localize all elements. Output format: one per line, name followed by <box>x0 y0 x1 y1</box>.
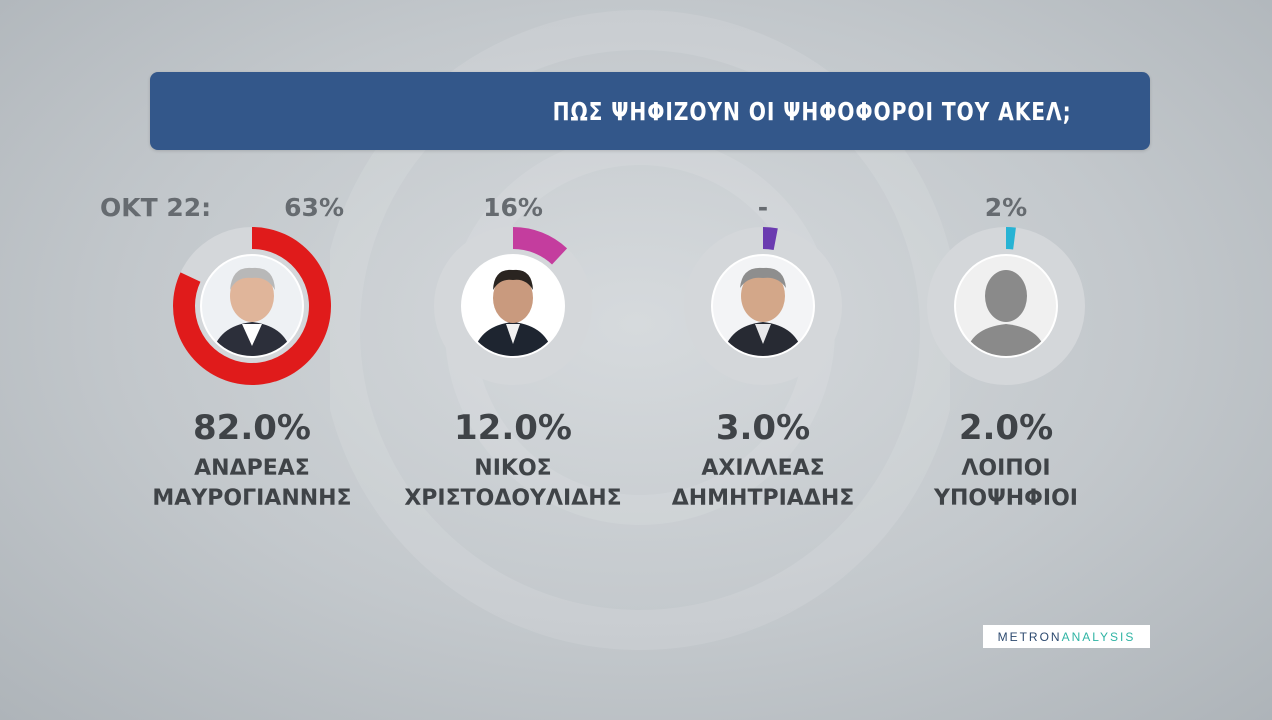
donut-2 <box>684 227 842 385</box>
ring-arc <box>513 227 568 265</box>
ring-arc <box>763 227 778 251</box>
donut-1 <box>434 227 592 385</box>
candidate-last-name: ΜΑΥΡΟΓΙΑΝΝΗΣ <box>152 486 352 511</box>
percentage-label: 3.0% <box>715 408 811 448</box>
metron-analysis-logo: METRON ANALYSIS <box>983 625 1150 648</box>
donut-0 <box>173 227 331 385</box>
donut-3 <box>927 227 1085 385</box>
candidate-card-0: 63% 82.0% ΑΝΔΡΕΑΣ ΜΑΥΡΟΓΙΑΝΝΗΣ <box>122 190 382 514</box>
candidate-first-name: ΝΙΚΟΣ <box>474 456 552 481</box>
photo-mavrogiannis <box>202 256 302 356</box>
title-banner: ΠΩΣ ΨΗΦΙΖΟΥΝ ΟΙ ΨΗΦΟΦΟΡΟΙ ΤΟΥ ΑΚΕΛ; <box>150 72 1150 150</box>
previous-value: 16% <box>483 193 543 222</box>
ring-arc <box>1006 227 1016 250</box>
candidate-card-3: 2% 2.0% ΛΟΙΠΟΙ ΥΠΟΨΗΦΙΟΙ <box>876 190 1136 514</box>
candidate-first-name: ΑΝΔΡΕΑΣ <box>194 456 310 481</box>
previous-value: 2% <box>984 193 1028 222</box>
candidate-card-1: 16% 12.0% ΝΙΚΟΣ ΧΡΙΣΤΟΔΟΥΛΙΔΗΣ <box>383 190 643 514</box>
photo-christodoulides <box>463 256 563 356</box>
previous-value: 63% <box>284 193 344 222</box>
silhouette-placeholder <box>956 256 1056 356</box>
percentage-label: 82.0% <box>193 408 311 448</box>
candidate-last-name: ΧΡΙΣΤΟΔΟΥΛΙΔΗΣ <box>404 486 622 511</box>
photo-dimitriadis <box>713 256 813 356</box>
percentage-label: 12.0% <box>454 408 572 448</box>
candidate-first-name: ΑΧΙΛΛΕΑΣ <box>701 456 825 481</box>
chart-title: ΠΩΣ ΨΗΦΙΖΟΥΝ ΟΙ ΨΗΦΟΦΟΡΟΙ ΤΟΥ ΑΚΕΛ; <box>553 96 1072 126</box>
previous-poll-label: ΟΚΤ 22: <box>100 193 212 222</box>
previous-value: - <box>757 193 769 222</box>
logo-part-1: METRON <box>997 629 1062 644</box>
candidate-last-name: ΥΠΟΨΗΦΙΟΙ <box>934 486 1078 511</box>
candidate-first-name: ΛΟΙΠΟΙ <box>961 456 1051 481</box>
logo-part-2: ANALYSIS <box>1061 629 1136 644</box>
candidate-card-2: - 3.0% ΑΧΙΛΛΕΑΣ ΔΗΜΗΤΡΙΑΔΗΣ <box>633 190 893 514</box>
candidate-last-name: ΔΗΜΗΤΡΙΑΔΗΣ <box>671 486 855 511</box>
percentage-label: 2.0% <box>958 408 1054 448</box>
